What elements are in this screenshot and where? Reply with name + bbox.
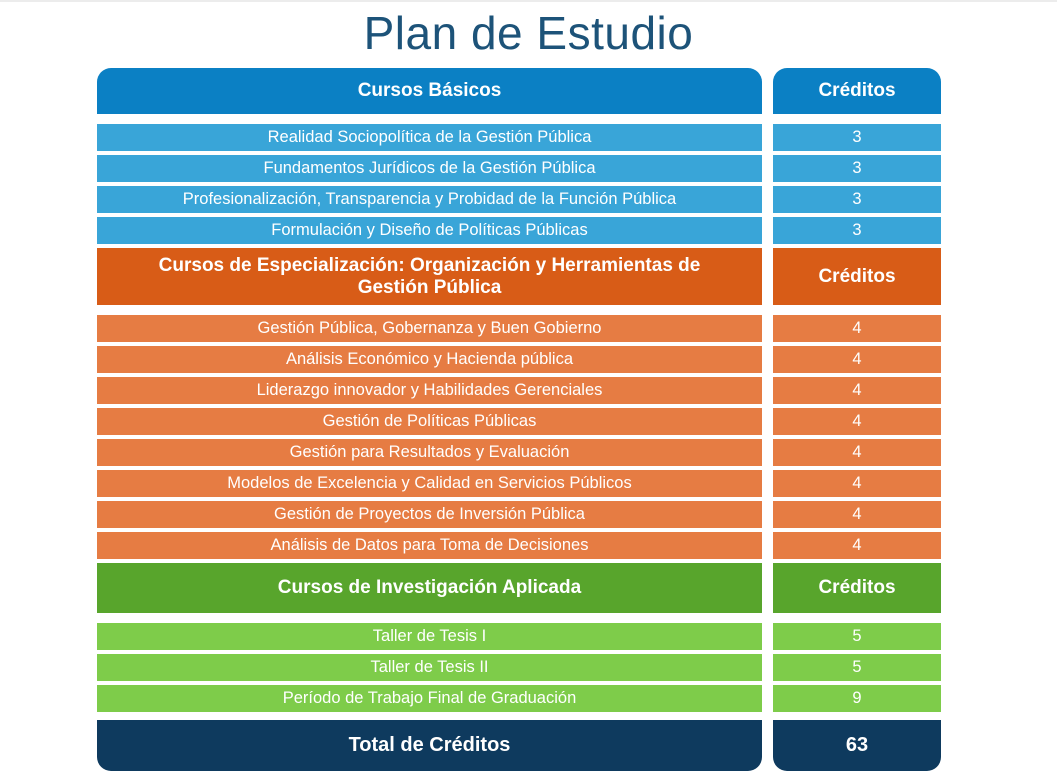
course-credits: 3 (773, 186, 941, 213)
section-header-investigacion: Cursos de Investigación Aplicada (97, 563, 762, 613)
course-credits: 5 (773, 654, 941, 681)
table-row: Gestión de Proyectos de Inversión Públic… (97, 501, 941, 528)
course-name: Gestión Pública, Gobernanza y Buen Gobie… (97, 315, 762, 342)
table-row: Gestión Pública, Gobernanza y Buen Gobie… (97, 315, 941, 342)
study-plan-table: Cursos Básicos Créditos Realidad Sociopo… (97, 68, 941, 771)
course-name: Formulación y Diseño de Políticas Públic… (97, 217, 762, 244)
course-name: Análisis Económico y Hacienda pública (97, 346, 762, 373)
table-row: Período de Trabajo Final de Graduación 9 (97, 685, 941, 712)
course-credits: 4 (773, 315, 941, 342)
course-credits: 3 (773, 217, 941, 244)
course-name: Taller de Tesis II (97, 654, 762, 681)
table-row: Formulación y Diseño de Políticas Públic… (97, 217, 941, 244)
credits-column-header: Créditos (773, 68, 941, 114)
course-name: Realidad Sociopolítica de la Gestión Púb… (97, 124, 762, 151)
table-row: Realidad Sociopolítica de la Gestión Púb… (97, 124, 941, 151)
table-row: Fundamentos Jurídicos de la Gestión Públ… (97, 155, 941, 182)
course-credits: 5 (773, 623, 941, 650)
total-row: Total de Créditos 63 (97, 720, 941, 771)
section-header-row: Cursos de Investigación Aplicada Crédito… (97, 563, 941, 613)
course-credits: 4 (773, 346, 941, 373)
course-name: Gestión de Proyectos de Inversión Públic… (97, 501, 762, 528)
page-title: Plan de Estudio (363, 7, 694, 59)
table-row: Gestión para Resultados y Evaluación 4 (97, 439, 941, 466)
course-name: Profesionalización, Transparencia y Prob… (97, 186, 762, 213)
course-credits: 3 (773, 124, 941, 151)
course-name: Taller de Tesis I (97, 623, 762, 650)
section-header-especializacion: Cursos de Especialización: Organización … (97, 248, 762, 305)
section-cursos-basicos: Cursos Básicos Créditos Realidad Sociopo… (97, 68, 941, 244)
total-label: Total de Créditos (97, 720, 762, 771)
table-row: Profesionalización, Transparencia y Prob… (97, 186, 941, 213)
table-row: Taller de Tesis I 5 (97, 623, 941, 650)
table-row: Taller de Tesis II 5 (97, 654, 941, 681)
course-name: Gestión para Resultados y Evaluación (97, 439, 762, 466)
course-name: Gestión de Políticas Públicas (97, 408, 762, 435)
course-name: Fundamentos Jurídicos de la Gestión Públ… (97, 155, 762, 182)
course-credits: 4 (773, 439, 941, 466)
total-credits-value: 63 (773, 720, 941, 771)
course-credits: 4 (773, 532, 941, 559)
credits-column-header: Créditos (773, 248, 941, 305)
table-row: Gestión de Políticas Públicas 4 (97, 408, 941, 435)
section-cursos-investigacion: Cursos de Investigación Aplicada Crédito… (97, 563, 941, 712)
section-header-row: Cursos Básicos Créditos (97, 68, 941, 114)
course-name: Liderazgo innovador y Habilidades Gerenc… (97, 377, 762, 404)
course-credits: 4 (773, 501, 941, 528)
table-row: Liderazgo innovador y Habilidades Gerenc… (97, 377, 941, 404)
course-credits: 4 (773, 377, 941, 404)
course-name: Período de Trabajo Final de Graduación (97, 685, 762, 712)
table-row: Análisis Económico y Hacienda pública 4 (97, 346, 941, 373)
course-credits: 3 (773, 155, 941, 182)
section-cursos-especializacion: Cursos de Especialización: Organización … (97, 248, 941, 559)
table-row: Análisis de Datos para Toma de Decisione… (97, 532, 941, 559)
table-row: Modelos de Excelencia y Calidad en Servi… (97, 470, 941, 497)
course-name: Análisis de Datos para Toma de Decisione… (97, 532, 762, 559)
section-header-row: Cursos de Especialización: Organización … (97, 248, 941, 305)
course-credits: 9 (773, 685, 941, 712)
course-name: Modelos de Excelencia y Calidad en Servi… (97, 470, 762, 497)
course-credits: 4 (773, 470, 941, 497)
credits-column-header: Créditos (773, 563, 941, 613)
section-header-basicos: Cursos Básicos (97, 68, 762, 114)
course-credits: 4 (773, 408, 941, 435)
